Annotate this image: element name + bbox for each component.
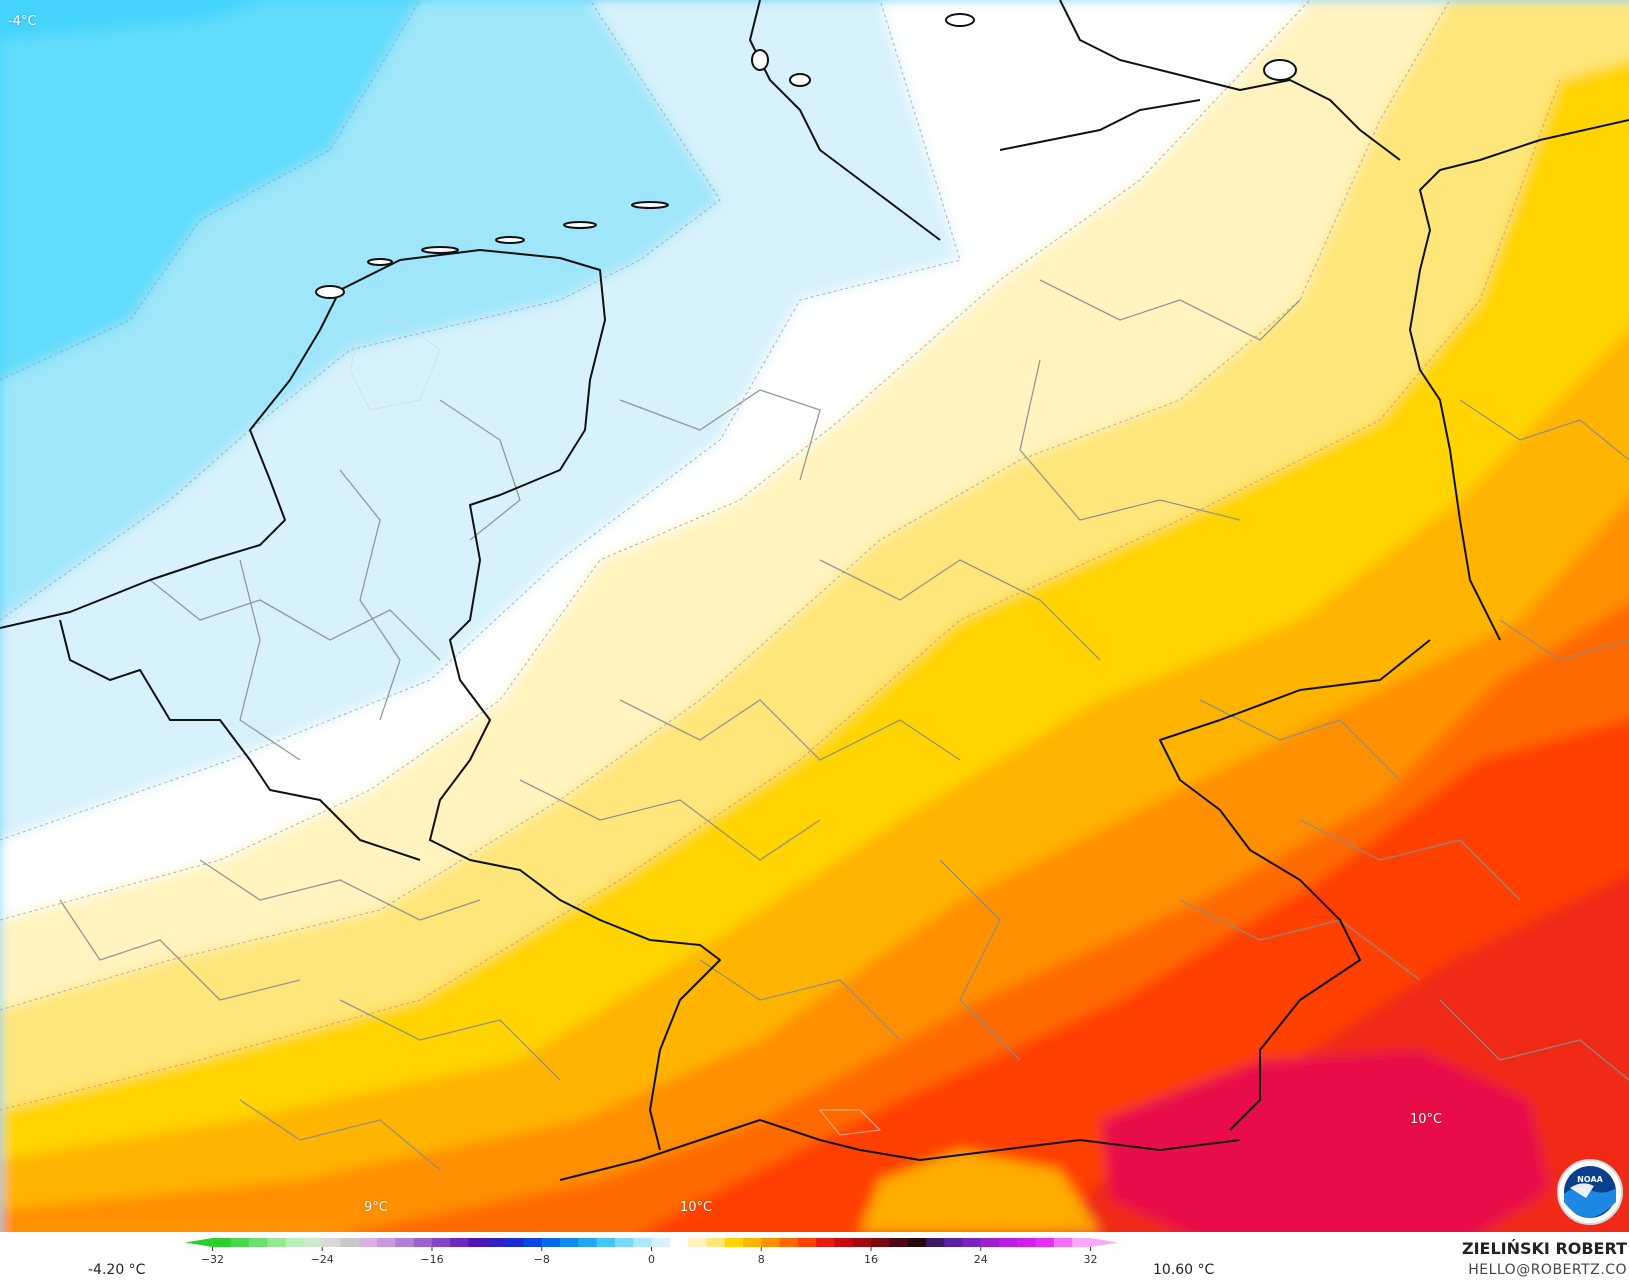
colorbar-cell	[889, 1238, 909, 1247]
temperature-field	[0, 0, 1629, 1232]
colorbar-cell	[249, 1238, 268, 1247]
colorbar-cell	[633, 1238, 653, 1247]
colorbar-cell	[431, 1238, 451, 1247]
colorbar-cell	[742, 1238, 762, 1247]
colorbar-left-arrow	[185, 1238, 213, 1247]
colorbar-cell	[1035, 1238, 1055, 1247]
colorbar-cell	[688, 1238, 707, 1247]
colorbar-cell	[1017, 1238, 1037, 1247]
colorbar-ticks: −32 −24 −16 −8 0 8 16 24 32	[201, 1247, 1098, 1266]
colorbar-cell	[614, 1238, 634, 1247]
colorbar-cell	[486, 1238, 506, 1247]
colorbar-cell	[925, 1238, 945, 1247]
colorbar-cell	[999, 1238, 1018, 1247]
colorbar-cell	[724, 1238, 744, 1247]
colorbar-cell	[413, 1238, 433, 1247]
colorbar-tick-label: 16	[864, 1253, 878, 1266]
colorbar-cell	[816, 1238, 836, 1247]
colorbar-tick-label: 0	[648, 1253, 655, 1266]
colorbar-cell	[541, 1238, 561, 1247]
colorbar-cell	[505, 1238, 525, 1247]
colorbar-cell	[907, 1238, 927, 1247]
colorbar-tick-label: −16	[420, 1253, 443, 1266]
author-email: HELLO@ROBERTZ.CO	[1468, 1262, 1627, 1278]
region-borders	[59, 279, 1629, 1171]
colorbar-cell	[944, 1238, 964, 1247]
colorbar-cell	[779, 1238, 799, 1247]
temperature-map	[0, 0, 1629, 1232]
colorbar-cell	[303, 1238, 323, 1247]
colorbar-tick-label: 24	[974, 1253, 988, 1266]
map-label-northwest: -4°C	[8, 14, 37, 29]
colorbar-cell	[377, 1238, 396, 1247]
colorbar-cell	[1072, 1238, 1092, 1247]
colorbar-cell	[450, 1238, 470, 1247]
colorbar-cell	[1053, 1238, 1073, 1247]
colorbar-cell	[669, 1238, 689, 1247]
islands	[315, 13, 1297, 299]
colorbar-tick-label: 8	[758, 1253, 765, 1266]
colorbar-tick-label: −32	[201, 1253, 224, 1266]
contour-lines	[0, 0, 1561, 1111]
colorbar-cell	[596, 1238, 616, 1247]
colorbar-cell	[980, 1238, 1000, 1247]
colorbar-tick-label: −8	[534, 1253, 550, 1266]
colorbar-cell	[706, 1238, 726, 1247]
colorbar-cell	[468, 1238, 488, 1247]
colorbar-cell	[322, 1238, 342, 1247]
colorbar-cell	[651, 1238, 671, 1247]
colorbar-cell	[578, 1238, 598, 1247]
colorbar-cell	[834, 1238, 854, 1247]
colorbar-cell	[761, 1238, 781, 1247]
map-label-south-central: 10°C	[680, 1200, 713, 1215]
colorbar-cell	[212, 1238, 232, 1247]
colorbar-cell	[358, 1238, 378, 1247]
colorbar-cell	[267, 1238, 287, 1247]
footer: −32 −24 −16 −8 0 8 16 24 32 -4.20 °C 10.60 °C ZI…	[0, 1232, 1629, 1287]
colorbar-min-label: -4.20 °C	[88, 1262, 146, 1278]
country-borders	[0, 0, 1629, 1181]
noaa-logo: NOAA	[1557, 1159, 1623, 1225]
colorbar-cell	[285, 1238, 305, 1247]
map-label-southeast: 10°C	[1410, 1112, 1443, 1127]
author-name: ZIELIŃSKI ROBERT	[1461, 1239, 1627, 1258]
map-label-southwest: 9°C	[364, 1200, 388, 1215]
colorbar-cells	[185, 1238, 1118, 1247]
colorbar-cell	[560, 1238, 579, 1247]
colorbar-cell	[230, 1238, 250, 1247]
colorbar-cell	[523, 1238, 543, 1247]
colorbar-cell	[871, 1238, 890, 1247]
colorbar-cell	[852, 1238, 872, 1247]
colorbar-right-arrow	[1090, 1238, 1118, 1247]
colorbar-tick-label: −24	[311, 1253, 334, 1266]
lakes	[349, 319, 882, 1136]
colorbar-cell	[395, 1238, 415, 1247]
colorbar-max-label: 10.60 °C	[1153, 1262, 1215, 1278]
noaa-logo-text: NOAA	[1577, 1175, 1603, 1184]
colorbar: −32 −24 −16 −8 0 8 16 24 32	[185, 1238, 1118, 1266]
colorbar-cell	[797, 1238, 817, 1247]
colorbar-cell	[962, 1238, 982, 1247]
colorbar-tick-label: 32	[1084, 1253, 1098, 1266]
colorbar-cell	[340, 1238, 360, 1247]
